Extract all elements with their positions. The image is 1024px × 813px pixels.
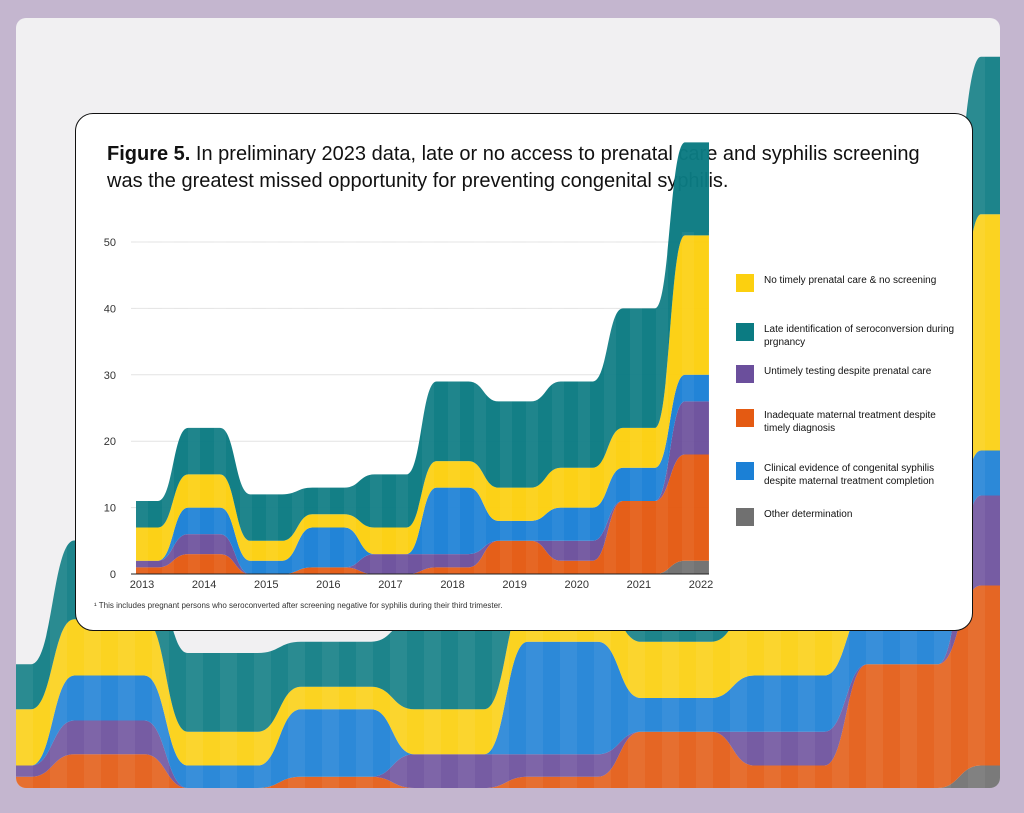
footnote: ¹ This includes pregnant persons who ser… — [94, 601, 503, 610]
x-tick-label: 2020 — [565, 579, 589, 591]
series-area-no-timely-prenatal-care-no-screening — [126, 235, 717, 561]
texture-band — [292, 232, 304, 574]
y-tick-label: 30 — [104, 370, 116, 382]
x-tick-label: 2022 — [689, 579, 713, 591]
legend-item: Inadequate maternal treatment despite ti… — [736, 409, 959, 435]
legend-swatch — [736, 365, 754, 383]
legend-item: No timely prenatal care & no screening — [736, 274, 959, 292]
x-tick-label: 2017 — [378, 579, 402, 591]
texture-band — [396, 232, 408, 574]
y-tick-label: 0 — [110, 569, 116, 581]
texture-band — [422, 232, 434, 574]
texture-band — [318, 232, 330, 574]
texture-band — [240, 232, 252, 574]
texture-band — [578, 232, 590, 574]
x-tick-label: 2015 — [254, 579, 278, 591]
series-area-clinical-evidence-of-congenital-syphilis-despite-maternal-treatment-completion — [126, 374, 717, 574]
legend-label: Clinical evidence of congenital syphilis… — [764, 463, 935, 487]
background-stream-clinical-evidence-of-congenital-syphilis-despite-maternal-treatment-completion — [16, 450, 1000, 788]
background-stream-inadequate-maternal-treatment-despite-timely-diagnosis — [16, 585, 1000, 788]
texture-band — [526, 232, 538, 574]
legend-item: Clinical evidence of congenital syphilis… — [736, 462, 959, 488]
texture-band — [344, 232, 356, 574]
figure-card: Figure 5. In preliminary 2023 data, late… — [75, 113, 973, 631]
legend-label: Inadequate maternal treatment despite ti… — [764, 410, 936, 434]
x-tick-label: 2013 — [130, 579, 154, 591]
background-texture-band — [16, 18, 33, 788]
texture-band — [162, 232, 174, 574]
texture-band — [682, 232, 694, 574]
legend-swatch — [736, 508, 754, 526]
texture-band — [188, 232, 200, 574]
x-tick-label: 2016 — [316, 579, 340, 591]
y-tick-label: 50 — [104, 237, 116, 249]
y-tick-label: 40 — [104, 303, 116, 315]
legend-label: No timely prenatal care & no screening — [764, 275, 937, 286]
legend-label: Other determination — [764, 509, 853, 520]
texture-band — [370, 232, 382, 574]
figure-label: Figure 5. — [107, 143, 191, 165]
legend-swatch — [736, 323, 754, 341]
texture-band — [500, 232, 512, 574]
texture-band — [448, 232, 460, 574]
x-tick-label: 2014 — [192, 579, 216, 591]
x-tick-label: 2021 — [627, 579, 651, 591]
legend-label: Late identification of seroconversion du… — [764, 324, 955, 348]
x-tick-label: 2018 — [440, 579, 464, 591]
texture-band — [266, 232, 278, 574]
legend-swatch — [736, 274, 754, 292]
texture-band — [474, 232, 486, 574]
texture-band — [604, 232, 616, 574]
series-area-inadequate-maternal-treatment-despite-timely-diagnosis — [126, 454, 717, 574]
legend-item: Other determination — [736, 508, 959, 526]
background-texture-band — [50, 18, 67, 788]
texture-band — [552, 232, 564, 574]
x-tick-label: 2019 — [502, 579, 526, 591]
series-area-late-identification-of-seroconversion-during-prgnancy — [126, 142, 717, 541]
texture-band — [630, 232, 642, 574]
figure-text: In preliminary 2023 data, late or no acc… — [107, 143, 920, 192]
legend-label: Untimely testing despite prenatal care — [764, 366, 932, 377]
series-layers — [126, 142, 717, 574]
y-tick-label: 10 — [104, 503, 116, 515]
texture-band — [136, 232, 148, 574]
background-panel: Figure 5. In preliminary 2023 data, late… — [16, 18, 1000, 788]
legend-item: Untimely testing despite prenatal care — [736, 365, 959, 383]
figure-title: Figure 5. In preliminary 2023 data, late… — [107, 141, 927, 195]
streamgraph-chart: 0 10 20 30 40 50 2013 2014 2015 2016 2017 2018 2019 2… — [104, 142, 720, 591]
texture-band — [214, 232, 226, 574]
legend-item: Late identification of seroconversion du… — [736, 323, 959, 349]
legend-swatch — [736, 462, 754, 480]
texture-band — [656, 232, 668, 574]
texture-band — [708, 232, 720, 574]
y-tick-label: 20 — [104, 436, 116, 448]
legend-swatch — [736, 409, 754, 427]
